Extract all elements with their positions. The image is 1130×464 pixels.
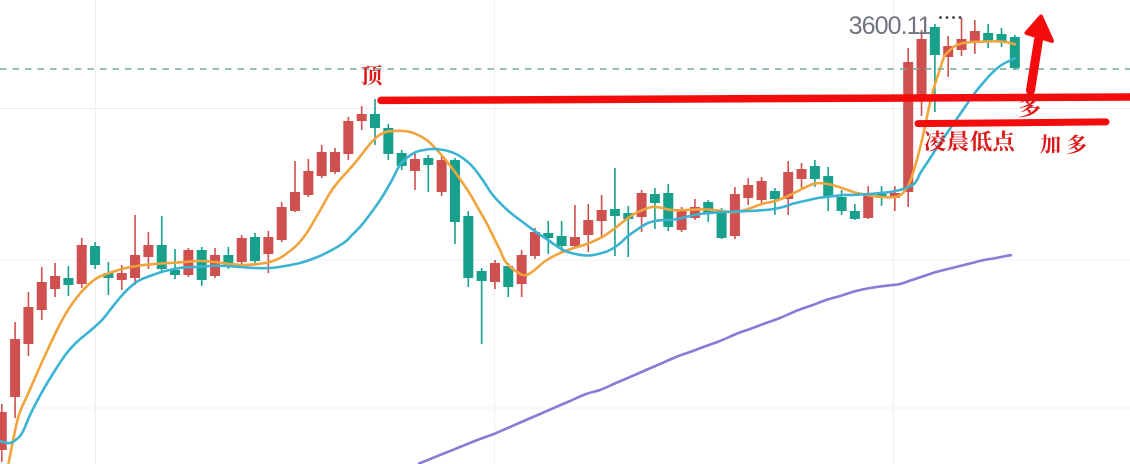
svg-text:3600.11: 3600.11: [849, 12, 931, 40]
